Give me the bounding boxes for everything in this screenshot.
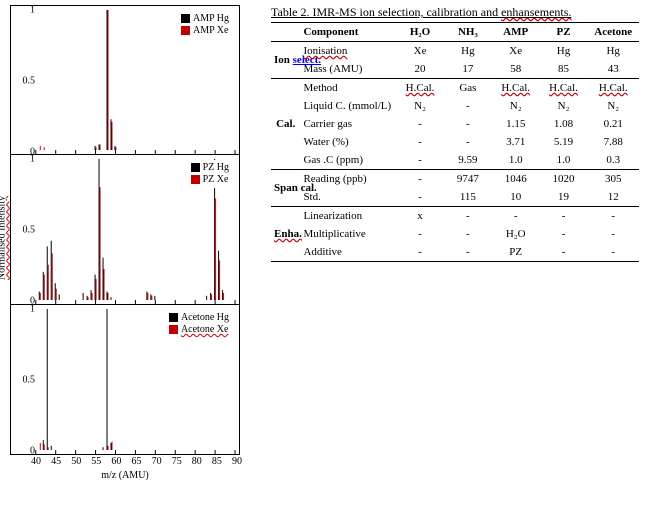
row-label-10: Multiplicative bbox=[300, 225, 396, 243]
col-0: Component bbox=[300, 23, 396, 42]
group-2: Span cal. bbox=[271, 170, 300, 207]
col-3: AMP bbox=[492, 23, 540, 42]
page-root: Normalised Intensity 00.51AMP HgAMP Xe00… bbox=[0, 0, 647, 508]
cell-0-3: Hg bbox=[540, 42, 588, 61]
cell-2-0: H.Cal. bbox=[396, 79, 444, 98]
chart-amp: 00.51AMP HgAMP Xe bbox=[10, 5, 240, 155]
cell-1-2: 58 bbox=[492, 60, 540, 79]
cell-0-1: Hg bbox=[444, 42, 492, 61]
cell-3-3: N₂ bbox=[540, 97, 588, 115]
col-2: NH₃ bbox=[444, 23, 492, 42]
chart-pz: 00.51PZ HgPZ Xe bbox=[10, 155, 240, 305]
cell-7-4: 305 bbox=[587, 170, 639, 189]
legend-pz: PZ HgPZ Xe bbox=[187, 160, 233, 188]
cell-2-4: H.Cal. bbox=[587, 79, 639, 98]
cell-5-4: 7.88 bbox=[587, 133, 639, 151]
cell-2-1: Gas bbox=[444, 79, 492, 98]
chart-stack: 00.51AMP HgAMP Xe00.51PZ HgPZ Xe00.51Ace… bbox=[10, 5, 265, 455]
cell-4-3: 1.08 bbox=[540, 115, 588, 133]
cell-9-3: - bbox=[540, 207, 588, 226]
cell-5-3: 5.19 bbox=[540, 133, 588, 151]
y-axis-label: Normalised Intensity bbox=[0, 195, 8, 279]
cell-6-1: 9.59 bbox=[444, 151, 492, 170]
cell-10-4: - bbox=[587, 225, 639, 243]
cell-8-1: 115 bbox=[444, 188, 492, 207]
row-label-4: Carrier gas bbox=[300, 115, 396, 133]
cell-3-1: - bbox=[444, 97, 492, 115]
row-label-2: Method bbox=[300, 79, 396, 98]
cell-9-1: - bbox=[444, 207, 492, 226]
data-table: ComponentH₂ONH₃AMPPZAcetoneIon select.Io… bbox=[271, 22, 639, 262]
cell-9-2: - bbox=[492, 207, 540, 226]
cell-11-0: - bbox=[396, 243, 444, 262]
row-label-6: Gas .C (ppm) bbox=[300, 151, 396, 170]
table-column: Table 2. IMR-MS ion selection, calibrati… bbox=[265, 0, 645, 508]
cell-4-0: - bbox=[396, 115, 444, 133]
cell-3-2: N₂ bbox=[492, 97, 540, 115]
cell-10-1: - bbox=[444, 225, 492, 243]
row-label-11: Additive bbox=[300, 243, 396, 262]
cell-1-1: 17 bbox=[444, 60, 492, 79]
col-4: PZ bbox=[540, 23, 588, 42]
cell-11-3: - bbox=[540, 243, 588, 262]
cell-8-4: 12 bbox=[587, 188, 639, 207]
col-1: H₂O bbox=[396, 23, 444, 42]
cell-3-0: N₂ bbox=[396, 97, 444, 115]
cell-8-3: 19 bbox=[540, 188, 588, 207]
cell-6-2: 1.0 bbox=[492, 151, 540, 170]
cell-3-4: N₂ bbox=[587, 97, 639, 115]
cell-7-0: - bbox=[396, 170, 444, 189]
group-3: Enha. bbox=[271, 207, 300, 262]
legend-amp: AMP HgAMP Xe bbox=[177, 11, 233, 39]
row-label-1: Mass (AMU) bbox=[300, 60, 396, 79]
legend-acetone: Acetone HgAcetone Xe bbox=[165, 310, 233, 338]
cell-4-4: 0.21 bbox=[587, 115, 639, 133]
cell-5-2: 3.71 bbox=[492, 133, 540, 151]
cell-8-2: 10 bbox=[492, 188, 540, 207]
charts-column: Normalised Intensity 00.51AMP HgAMP Xe00… bbox=[0, 0, 265, 508]
cell-2-2: H.Cal. bbox=[492, 79, 540, 98]
cell-11-4: - bbox=[587, 243, 639, 262]
x-axis-label: m/z (AMU) bbox=[101, 470, 149, 481]
cell-10-3: - bbox=[540, 225, 588, 243]
cell-6-3: 1.0 bbox=[540, 151, 588, 170]
cell-1-3: 85 bbox=[540, 60, 588, 79]
cell-1-4: 43 bbox=[587, 60, 639, 79]
col-5: Acetone bbox=[587, 23, 639, 42]
cell-0-0: Xe bbox=[396, 42, 444, 61]
cell-9-0: x bbox=[396, 207, 444, 226]
chart-acetone: 00.51Acetone HgAcetone Xe404550556065707… bbox=[10, 305, 240, 455]
group-1: Cal. bbox=[271, 79, 300, 170]
cell-11-2: PZ bbox=[492, 243, 540, 262]
cell-7-2: 1046 bbox=[492, 170, 540, 189]
row-label-3: Liquid C. (mmol/L) bbox=[300, 97, 396, 115]
row-label-5: Water (%) bbox=[300, 133, 396, 151]
cell-7-1: 9747 bbox=[444, 170, 492, 189]
cell-6-0: - bbox=[396, 151, 444, 170]
cell-7-3: 1020 bbox=[540, 170, 588, 189]
cell-1-0: 20 bbox=[396, 60, 444, 79]
cell-4-2: 1.15 bbox=[492, 115, 540, 133]
cell-10-2: H₂O bbox=[492, 225, 540, 243]
cell-10-0: - bbox=[396, 225, 444, 243]
cell-9-4: - bbox=[587, 207, 639, 226]
cell-0-4: Hg bbox=[587, 42, 639, 61]
group-0: Ion select. bbox=[271, 42, 300, 79]
row-label-9: Linearization bbox=[300, 207, 396, 226]
cell-2-3: H.Cal. bbox=[540, 79, 588, 98]
cell-5-1: - bbox=[444, 133, 492, 151]
cell-0-2: Xe bbox=[492, 42, 540, 61]
row-label-8: Std. bbox=[300, 188, 396, 207]
cell-8-0: - bbox=[396, 188, 444, 207]
cell-6-4: 0.3 bbox=[587, 151, 639, 170]
cell-4-1: - bbox=[444, 115, 492, 133]
table-title: Table 2. IMR-MS ion selection, calibrati… bbox=[271, 5, 639, 20]
cell-5-0: - bbox=[396, 133, 444, 151]
cell-11-1: - bbox=[444, 243, 492, 262]
